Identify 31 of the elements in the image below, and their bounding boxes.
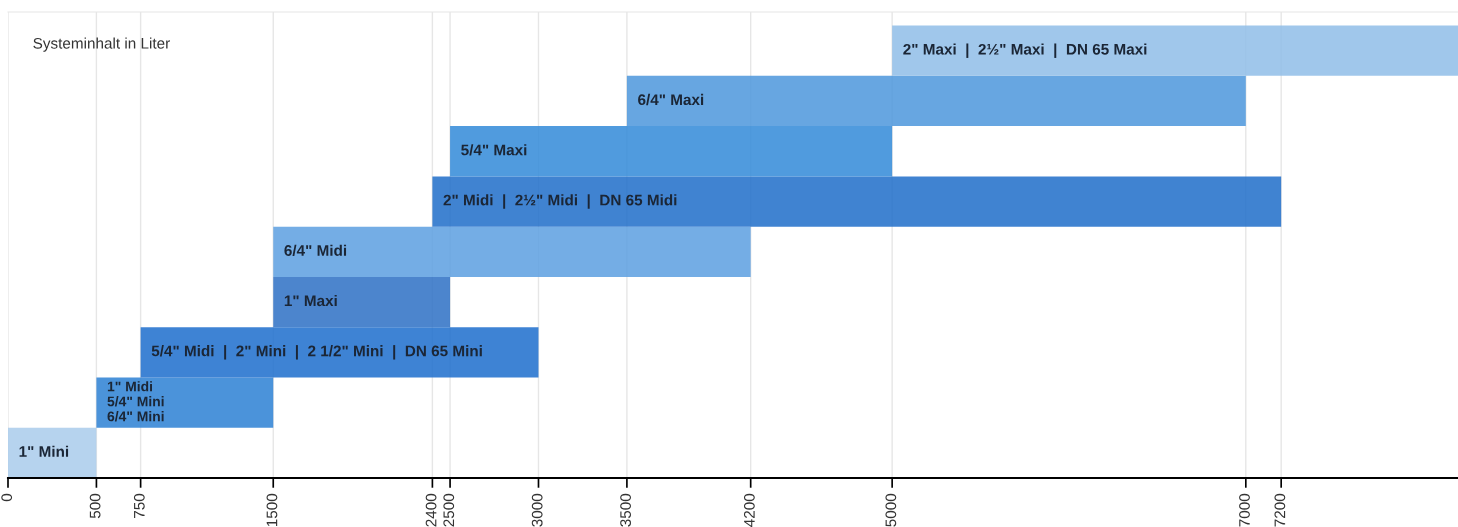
y-tick-label: 5/4" Maxi (461, 144, 527, 156)
y-tick-label: 6/4" Midi (284, 244, 347, 257)
bar (140, 327, 539, 378)
x-tick-label: 2400 (425, 493, 437, 527)
x-tick-label: 500 (89, 493, 101, 519)
x-tick-label: 3500 (620, 493, 631, 527)
bar (8, 427, 97, 478)
bar (450, 126, 893, 177)
y-tick-label: 5/4" Midi | 2" Mini | 2 1/2" Mini | DN 65 Mini (151, 345, 482, 360)
y-tick-label: 1" Maxi (284, 294, 337, 307)
x-tick-label: 750 (133, 493, 145, 518)
annotation: Systeminhalt in Liter (33, 37, 170, 52)
y-tick-label: 1" Mini (19, 445, 69, 457)
bar (892, 25, 1458, 76)
bar (96, 377, 274, 428)
x-tick-label: 2500 (443, 493, 455, 527)
y-tick-label: 6/4" Maxi (638, 93, 704, 106)
bar (432, 176, 1282, 227)
bar (273, 276, 451, 328)
x-tick-label: 7200 (1274, 493, 1286, 527)
bar (273, 226, 751, 277)
y-tick-label: 1" Midi 5/4" Mini 6/4" Mini (107, 381, 164, 422)
y-tick-label: 2" Maxi | 2½" Maxi | DN 65 Maxi (903, 43, 1147, 58)
x-tick-label: 1500 (266, 493, 278, 527)
x-tick-label: 7000 (1239, 493, 1250, 527)
y-tick-label: 2" Midi | 2½" Midi | DN 65 Midi (443, 194, 677, 209)
x-tick-label: 3000 (531, 493, 543, 527)
x-tick-label: 0 (1, 493, 13, 502)
x-tick-label: 4200 (743, 493, 755, 527)
bar (626, 75, 1246, 127)
x-tick-label: 5000 (885, 493, 897, 527)
